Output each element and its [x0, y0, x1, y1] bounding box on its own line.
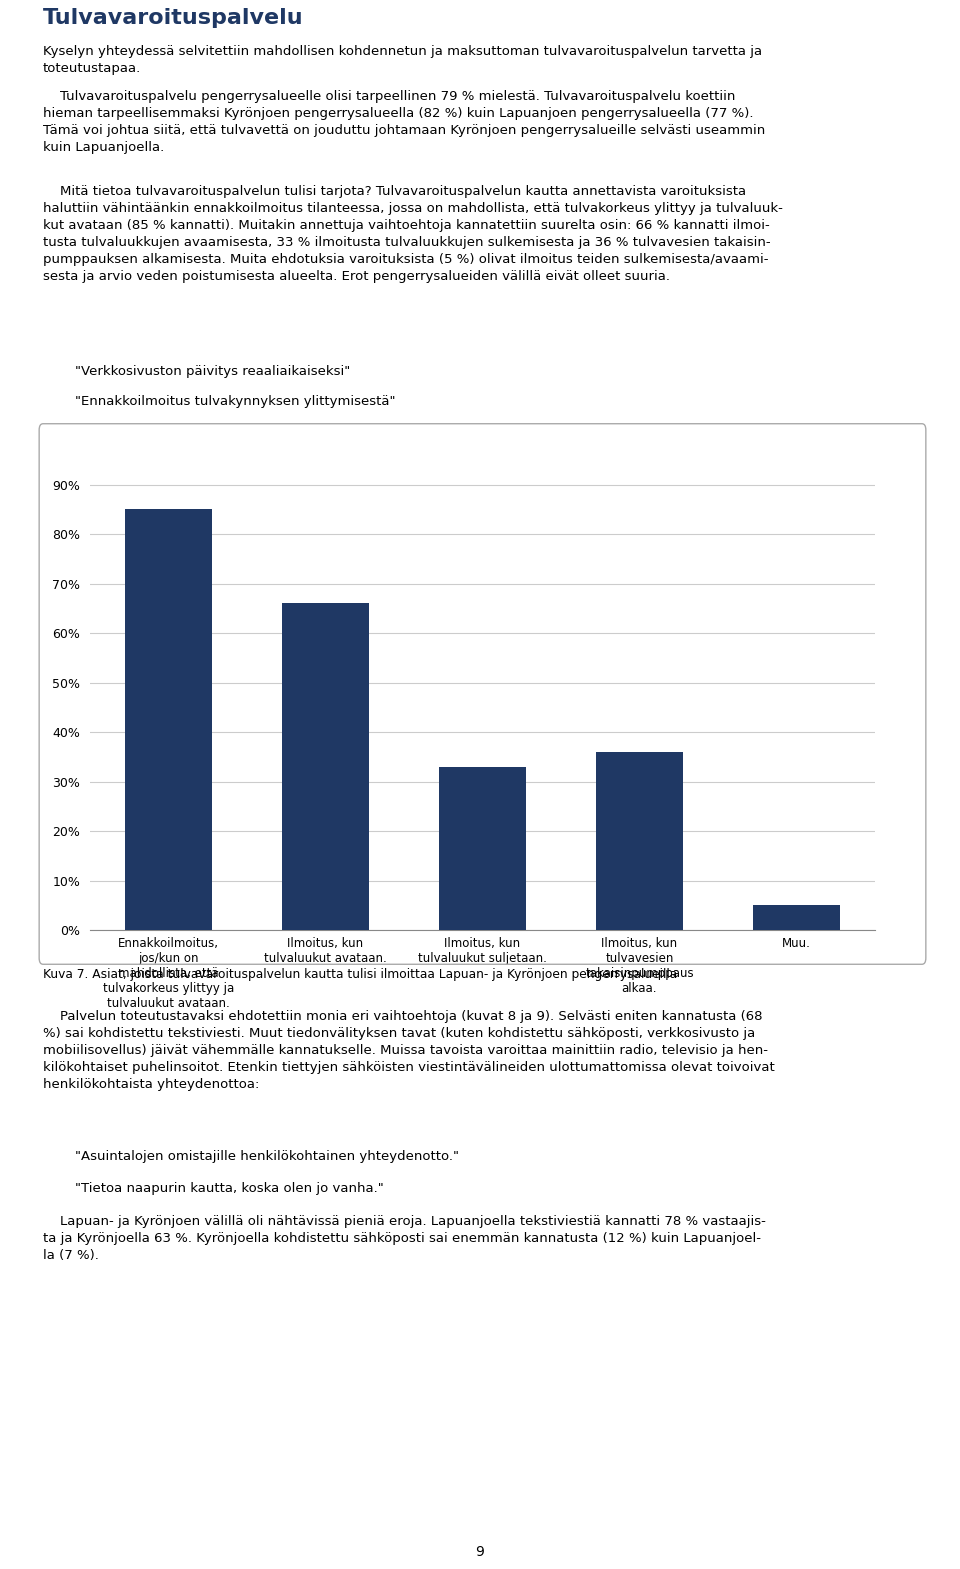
Bar — [282, 604, 369, 930]
Bar — [754, 905, 840, 930]
Bar — [440, 767, 526, 930]
Bar — [596, 752, 683, 930]
Text: Kuva 7. Asiat, joista tulvavaroituspalvelun kautta tulisi ilmoittaa Lapuan- ja K: Kuva 7. Asiat, joista tulvavaroituspalve… — [43, 968, 677, 981]
Text: Tulvavaroituspalvelu pengerrysalueelle olisi tarpeellinen 79 % mielestä. Tulvava: Tulvavaroituspalvelu pengerrysalueelle o… — [43, 89, 765, 154]
Text: Mitä tietoa tulvavaroituspalvelun tulisi tarjota? Tulvavaroituspalvelun kautta a: Mitä tietoa tulvavaroituspalvelun tulisi… — [43, 185, 782, 282]
Text: "Asuintalojen omistajille henkilökohtainen yhteydenotto.": "Asuintalojen omistajille henkilökohtain… — [75, 1150, 459, 1163]
Text: "Tietoa naapurin kautta, koska olen jo vanha.": "Tietoa naapurin kautta, koska olen jo v… — [75, 1181, 384, 1196]
Text: "Ennakkoilmoitus tulvakynnyksen ylittymisestä": "Ennakkoilmoitus tulvakynnyksen ylittymi… — [75, 395, 396, 408]
Text: "Verkkosivuston päivitys reaaliaikaiseksi": "Verkkosivuston päivitys reaaliaikaiseks… — [75, 366, 350, 378]
Text: Lapuan- ja Kyrönjoen välillä oli nähtävissä pieniä eroja. Lapuanjoella tekstivie: Lapuan- ja Kyrönjoen välillä oli nähtävi… — [43, 1214, 766, 1261]
Text: Kyselyn yhteydessä selvitettiin mahdollisen kohdennetun ja maksuttoman tulvavaro: Kyselyn yhteydessä selvitettiin mahdolli… — [43, 46, 762, 75]
Text: 9: 9 — [475, 1545, 485, 1560]
Bar — [126, 510, 211, 930]
Text: Tulvavaroituspalvelu: Tulvavaroituspalvelu — [43, 8, 303, 28]
Text: Palvelun toteutustavaksi ehdotettiin monia eri vaihtoehtoja (kuvat 8 ja 9). Selv: Palvelun toteutustavaksi ehdotettiin mon… — [43, 1010, 775, 1090]
